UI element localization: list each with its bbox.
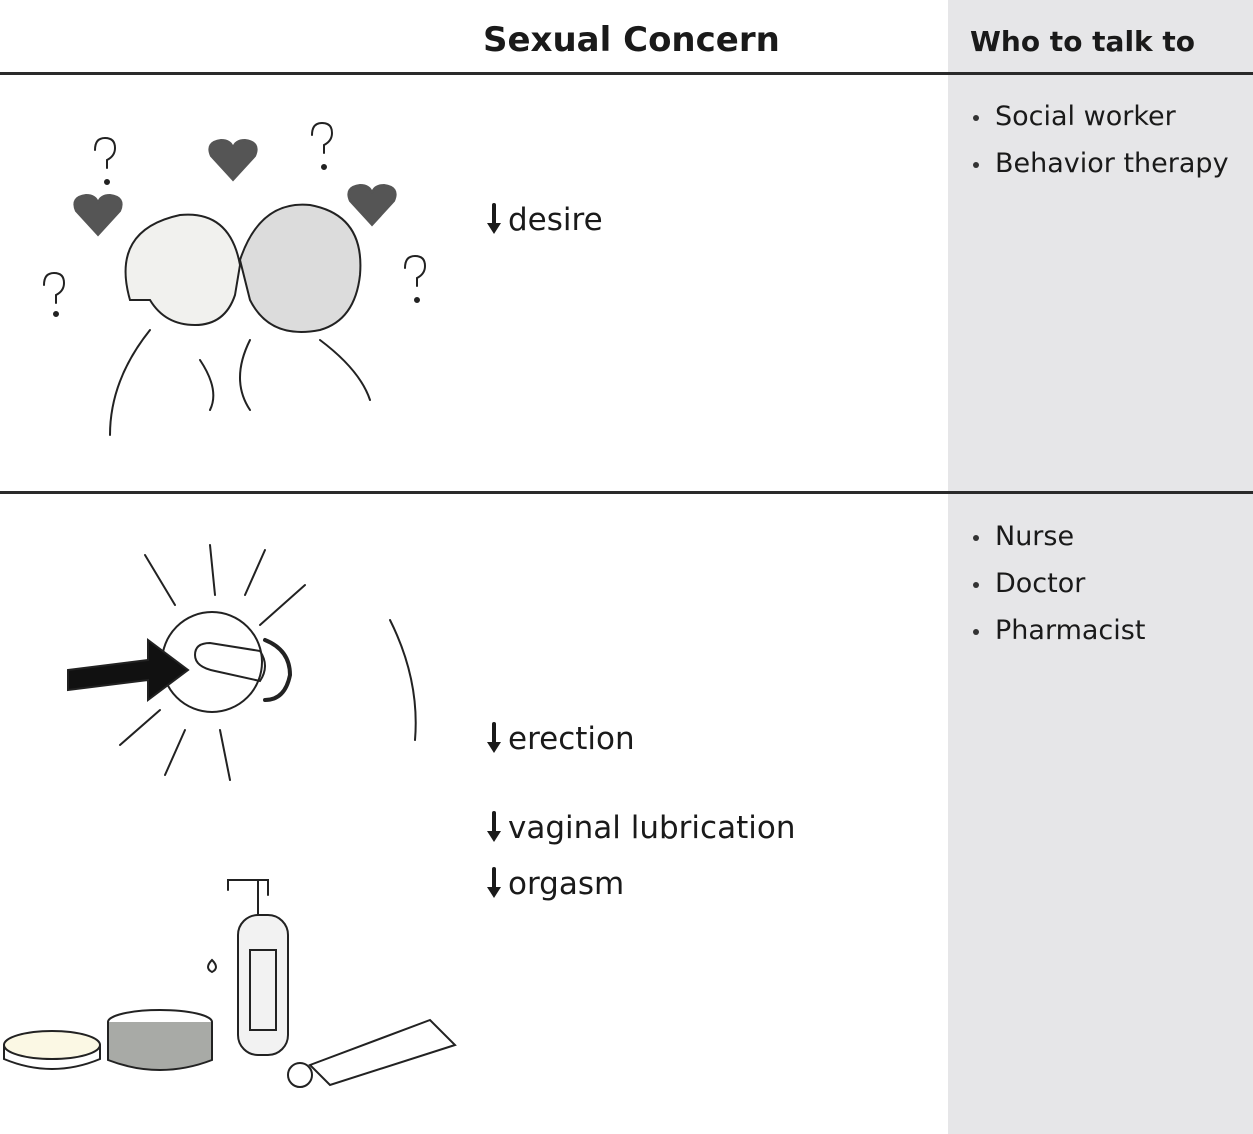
contact: Doctor: [995, 568, 1086, 599]
concern-header: Sexual Concern: [483, 20, 780, 60]
contact: Social worker: [995, 101, 1176, 132]
contact: Behavior therapy: [995, 148, 1229, 179]
down-arrow: [487, 811, 501, 842]
down-arrow: [487, 203, 501, 234]
couple-illustration: [43, 121, 427, 436]
bullet: [973, 629, 979, 635]
bullet: [973, 582, 979, 588]
header-rule: [0, 72, 1253, 75]
erection-illustration: [67, 544, 417, 781]
bullet: [973, 115, 979, 121]
concern: desire: [508, 202, 603, 238]
contact-column: [948, 0, 1253, 1134]
down-arrow: [487, 722, 501, 753]
concern: orgasm: [508, 866, 625, 902]
row-rule: [0, 491, 1253, 494]
contact-header: Who to talk to: [970, 25, 1196, 58]
concern: erection: [508, 721, 635, 757]
contact: Nurse: [995, 521, 1075, 552]
lubricant-illustration: [3, 879, 457, 1088]
illustrations: [3, 121, 457, 1088]
concern: vaginal lubrication: [508, 810, 796, 846]
down-arrow: [487, 867, 501, 898]
bullet: [973, 535, 979, 541]
contact: Pharmacist: [995, 615, 1146, 646]
bullet: [973, 162, 979, 168]
